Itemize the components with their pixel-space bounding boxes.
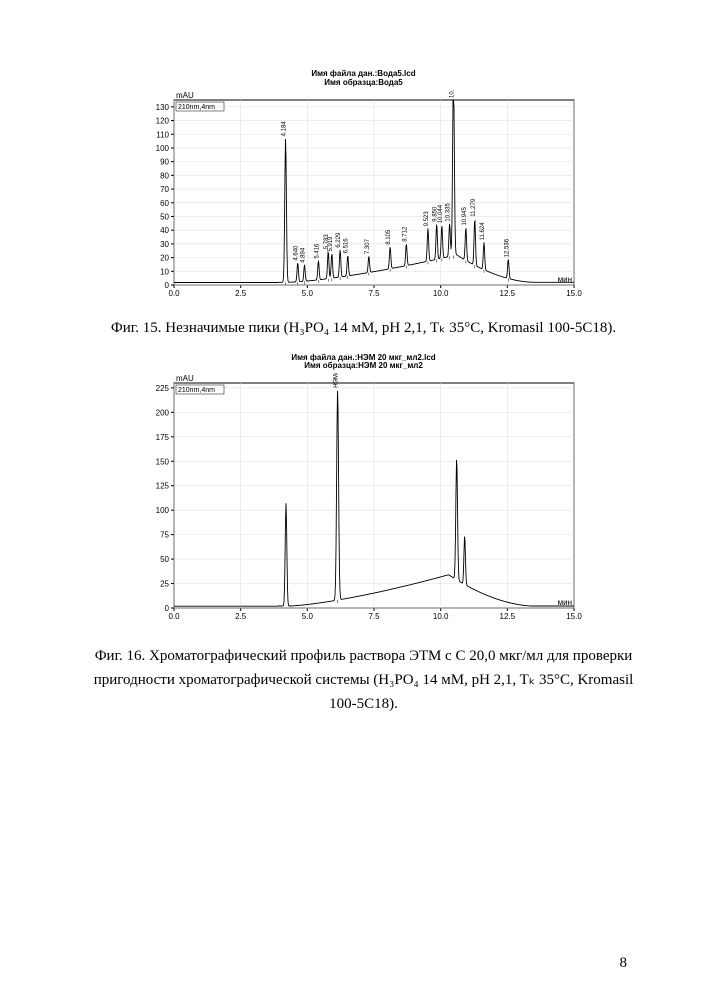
svg-text:130: 130 xyxy=(155,102,169,111)
fig16-caption: Фиг. 16. Хроматографический профиль раст… xyxy=(90,644,637,716)
svg-text:12.5: 12.5 xyxy=(499,289,515,298)
svg-text:8.105: 8.105 xyxy=(386,229,392,245)
svg-text:0.0: 0.0 xyxy=(168,289,180,298)
svg-text:150: 150 xyxy=(155,457,169,466)
svg-text:НЭМ/6.135: НЭМ/6.135 xyxy=(333,373,339,388)
svg-text:5.416: 5.416 xyxy=(314,243,320,259)
svg-text:mAU: mAU xyxy=(176,374,194,383)
fig15-header: Имя файла дан.:Вода5.lcd Имя образца:Вод… xyxy=(90,70,637,88)
svg-text:125: 125 xyxy=(155,482,169,491)
svg-text:40: 40 xyxy=(160,226,169,235)
svg-text:mAU: mAU xyxy=(176,91,194,100)
page-number: 8 xyxy=(620,955,628,972)
svg-text:210nm,4nm: 210nm,4nm xyxy=(178,104,215,111)
svg-text:10.044: 10.044 xyxy=(437,204,443,223)
svg-text:9.523: 9.523 xyxy=(423,210,429,226)
svg-text:0: 0 xyxy=(164,604,169,613)
svg-text:7.5: 7.5 xyxy=(368,289,380,298)
svg-text:5.0: 5.0 xyxy=(301,612,313,621)
svg-text:10.945: 10.945 xyxy=(461,206,467,225)
svg-text:11.279: 11.279 xyxy=(470,198,476,217)
svg-text:70: 70 xyxy=(160,185,169,194)
svg-text:4.894: 4.894 xyxy=(300,247,306,263)
svg-text:110: 110 xyxy=(156,130,169,139)
svg-text:12.5: 12.5 xyxy=(499,612,515,621)
svg-text:10.335: 10.335 xyxy=(445,202,451,221)
svg-text:6.229: 6.229 xyxy=(336,232,342,248)
svg-text:4.640: 4.640 xyxy=(293,245,299,261)
fig16-header-line2: Имя образца:НЭМ 20 мкг_мл2 xyxy=(90,362,637,371)
svg-text:5.0: 5.0 xyxy=(301,289,313,298)
fig16-header: Имя файла дан.:НЭМ 20 мкг_мл2.lcd Имя об… xyxy=(90,354,637,372)
svg-text:2.5: 2.5 xyxy=(235,612,247,621)
fig15-header-line2: Имя образца:Вода5 xyxy=(90,79,637,88)
svg-text:60: 60 xyxy=(160,198,169,207)
svg-text:10.480: 10.480 xyxy=(449,90,455,98)
svg-text:12.536: 12.536 xyxy=(504,238,510,257)
page: Имя файла дан.:Вода5.lcd Имя образца:Вод… xyxy=(0,0,707,1000)
svg-text:225: 225 xyxy=(155,384,169,393)
svg-text:8.712: 8.712 xyxy=(402,226,408,242)
svg-text:10.0: 10.0 xyxy=(432,612,448,621)
svg-text:10.0: 10.0 xyxy=(432,289,448,298)
svg-text:0.0: 0.0 xyxy=(168,612,180,621)
svg-text:75: 75 xyxy=(160,531,169,540)
svg-text:50: 50 xyxy=(160,555,169,564)
svg-text:0: 0 xyxy=(164,281,169,290)
svg-text:20: 20 xyxy=(160,253,169,262)
svg-text:25: 25 xyxy=(160,580,169,589)
svg-text:6.516: 6.516 xyxy=(343,237,349,253)
svg-text:4.184: 4.184 xyxy=(281,120,287,136)
svg-text:5.919: 5.919 xyxy=(327,235,333,251)
svg-text:11.624: 11.624 xyxy=(479,221,485,240)
svg-text:100: 100 xyxy=(155,506,169,515)
svg-text:90: 90 xyxy=(160,157,169,166)
svg-text:15.0: 15.0 xyxy=(566,612,582,621)
fig16-chart: 0.0 2.5 5.0 7.5 10.0 12.5 15.0 0 25 50 75 100 125 150… xyxy=(134,373,594,638)
svg-text:10: 10 xyxy=(160,267,169,276)
svg-text:7.5: 7.5 xyxy=(368,612,380,621)
svg-text:200: 200 xyxy=(155,409,169,418)
svg-text:30: 30 xyxy=(160,239,169,248)
fig15-chart: 0.0 2.5 5.0 7.5 10.0 12.5 15.0 0 10 20 30 40 50 60 70 8… xyxy=(134,90,594,310)
svg-text:15.0: 15.0 xyxy=(566,289,582,298)
svg-text:100: 100 xyxy=(155,144,169,153)
svg-text:50: 50 xyxy=(160,212,169,221)
fig15-caption: Фиг. 15. Незначимые пики (H₃PO₄ 14 мМ, p… xyxy=(90,316,637,340)
svg-text:80: 80 xyxy=(160,171,169,180)
svg-text:7.307: 7.307 xyxy=(364,238,370,254)
svg-text:175: 175 xyxy=(155,433,169,442)
svg-text:2.5: 2.5 xyxy=(235,289,247,298)
svg-text:120: 120 xyxy=(155,116,169,125)
svg-text:210nm,4nm: 210nm,4nm xyxy=(178,387,215,394)
